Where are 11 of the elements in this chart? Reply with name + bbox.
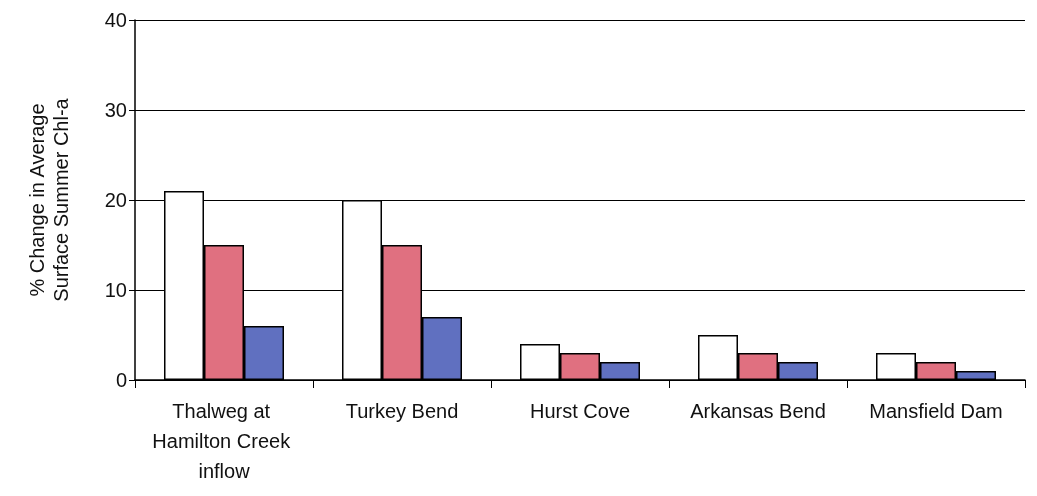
x-tick-label: Mansfield Dam [869,400,1003,422]
y-axis-title: % Change in Average Surface Summer Chl-a [26,97,72,302]
x-tick-label: Arkansas Bend [690,400,826,422]
y-tick-label: 0 [115,369,127,391]
y-tick-label: 20 [104,189,127,211]
x-tick-label: Hurst Cove [529,400,631,422]
x-tick-label: Turkey Bend [345,400,459,422]
y-tick-label: 10 [104,279,127,301]
x-tick-label: Thalweg at Hamilton Creek inflow [152,400,296,482]
y-tick-label: 40 [104,9,127,31]
y-tick-label: 30 [104,99,127,121]
